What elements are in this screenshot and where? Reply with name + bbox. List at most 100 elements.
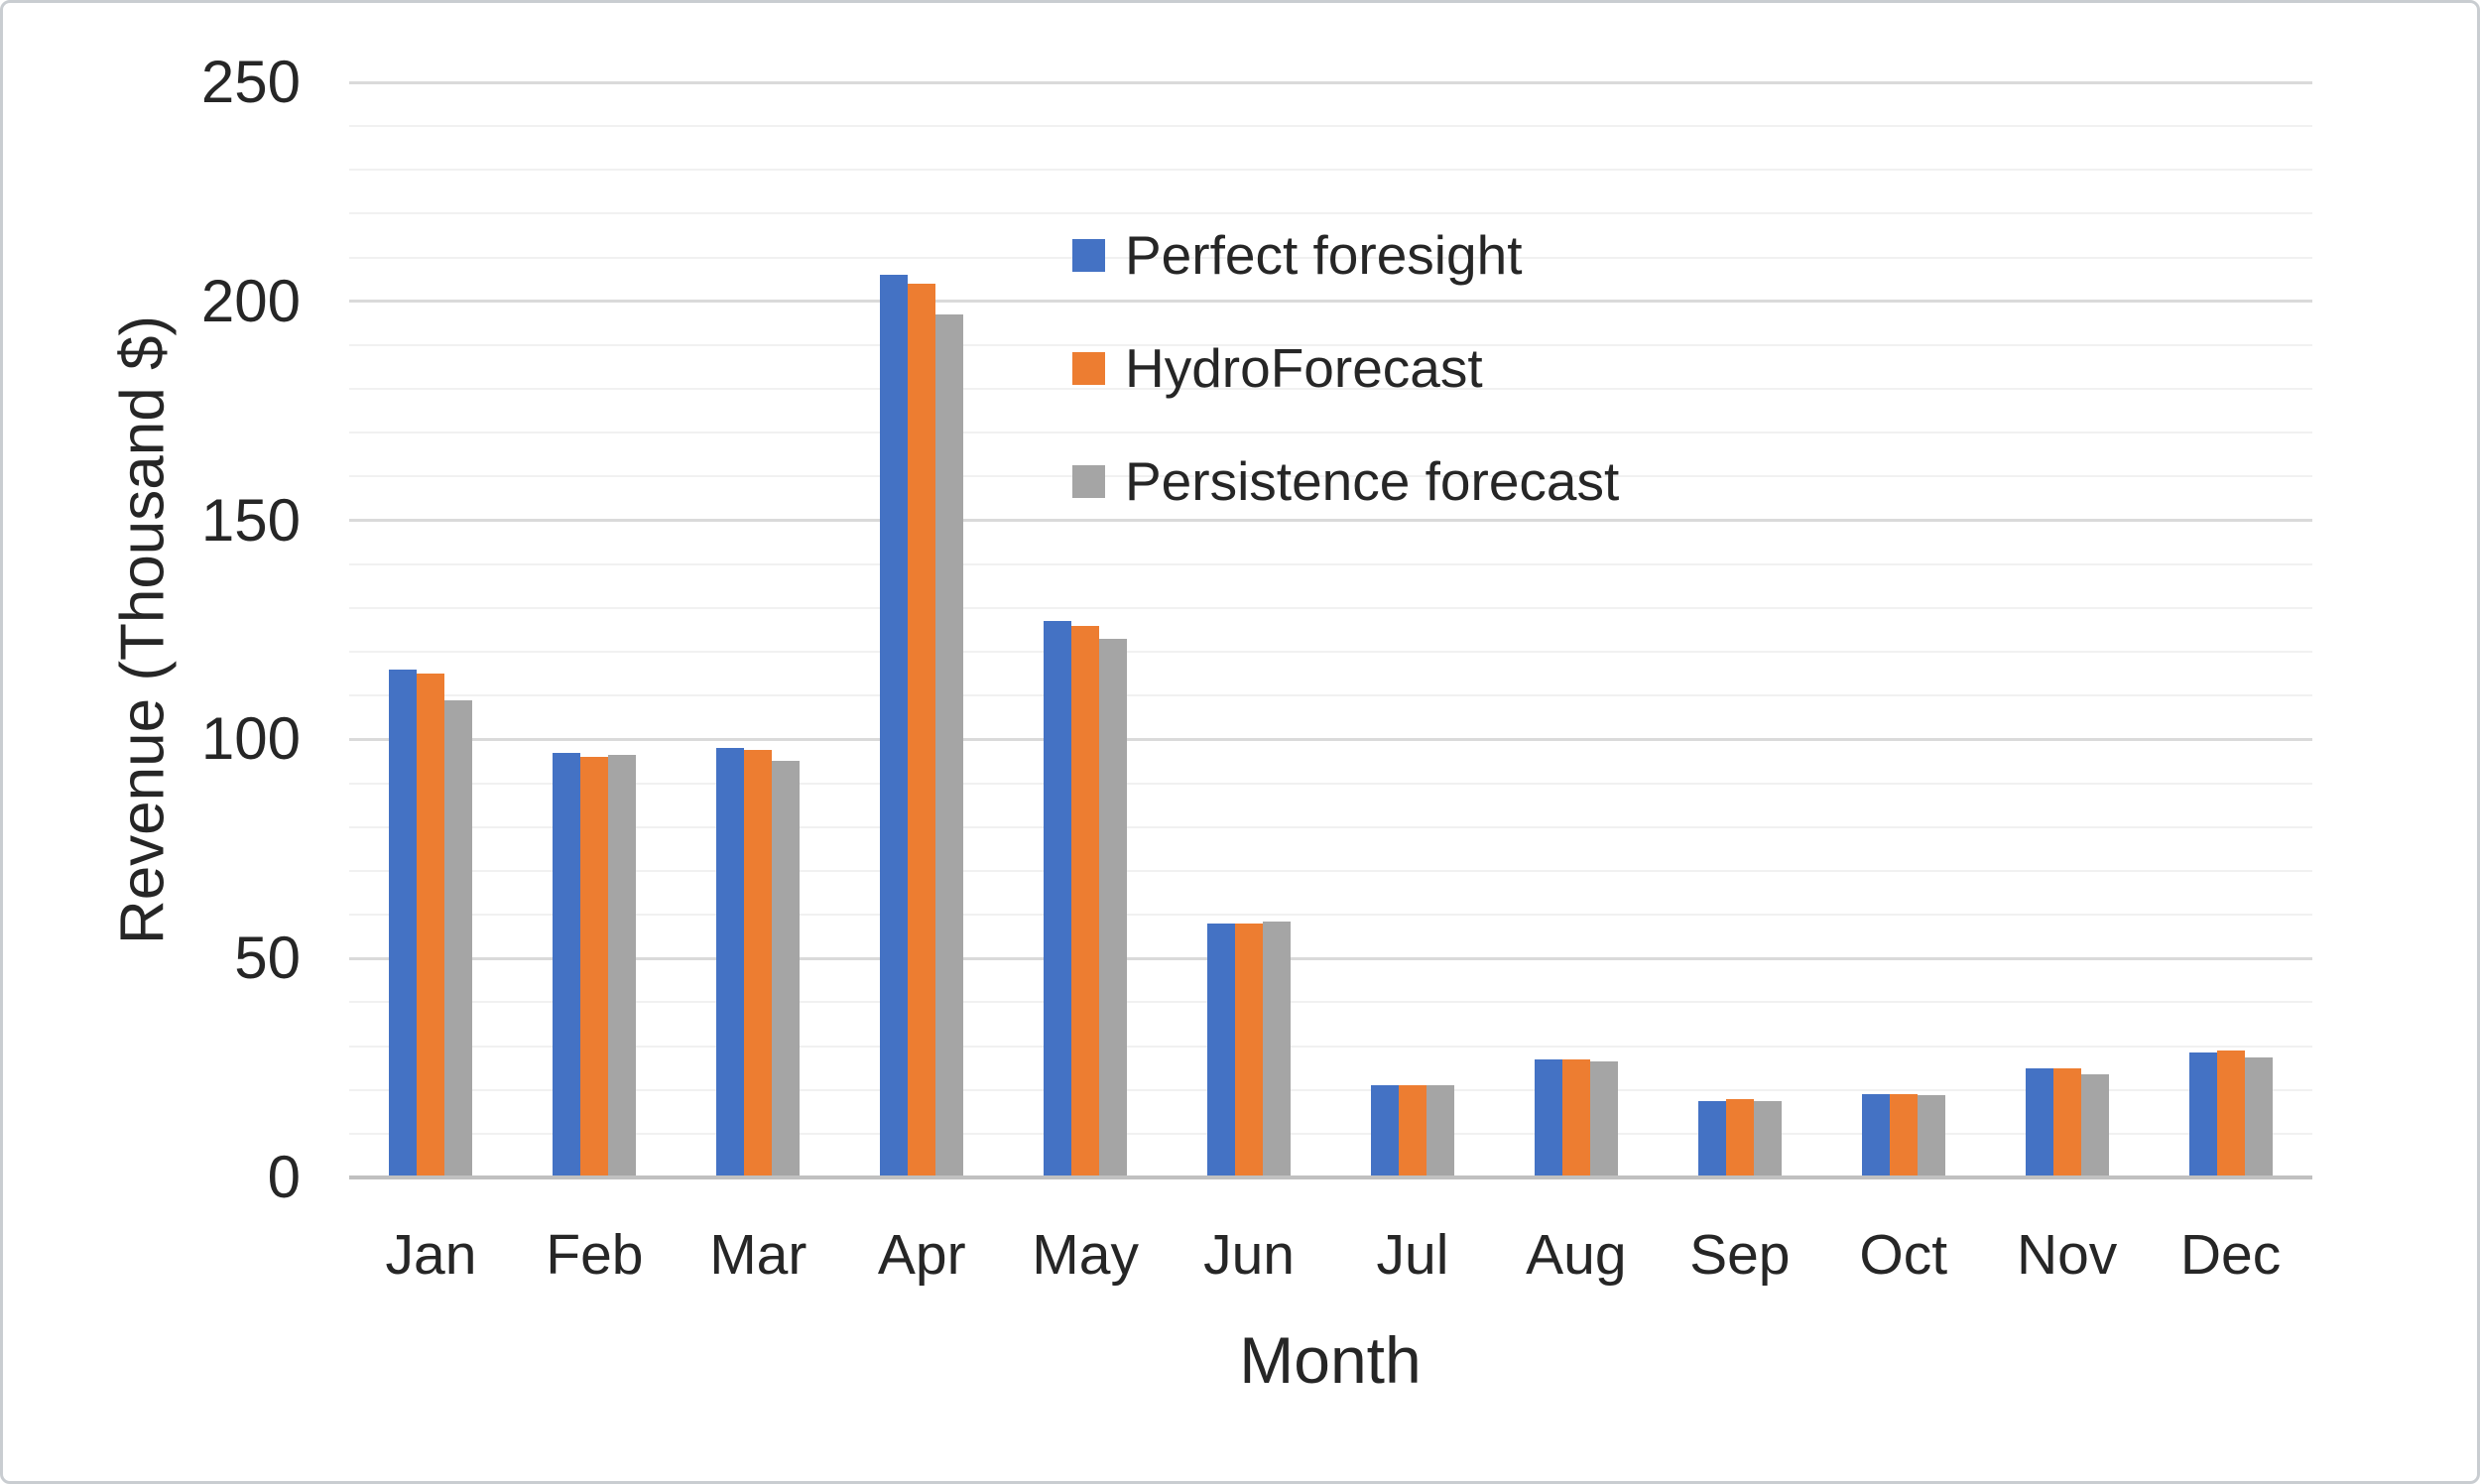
major-gridline-200 bbox=[349, 300, 2312, 304]
minor-gridline-240 bbox=[349, 125, 2312, 128]
minor-gridline-180 bbox=[349, 388, 2312, 391]
x-tick-label-Dec: Dec bbox=[2179, 1223, 2282, 1287]
y-tick-label-50: 50 bbox=[234, 925, 301, 992]
y-tick-label-250: 250 bbox=[200, 49, 301, 115]
minor-gridline-190 bbox=[349, 343, 2312, 346]
bar-perfect-foresight-Mar bbox=[716, 748, 745, 1177]
bar-group-Jul bbox=[1331, 82, 1495, 1177]
bar-persistence-forecast-Feb bbox=[608, 754, 637, 1177]
x-axis-line bbox=[349, 1175, 2312, 1179]
bar-hydroforecast-Apr bbox=[908, 284, 936, 1177]
bar-perfect-foresight-Oct bbox=[1861, 1094, 1890, 1177]
x-tick-label-Oct: Oct bbox=[1859, 1223, 1948, 1287]
minor-gridline-70 bbox=[349, 869, 2312, 872]
bar-persistence-forecast-Mar bbox=[772, 761, 801, 1177]
bar-hydroforecast-Aug bbox=[1561, 1058, 1590, 1177]
bar-persistence-forecast-Jul bbox=[1426, 1085, 1454, 1177]
bar-group-Feb bbox=[513, 82, 677, 1177]
bar-persistence-forecast-May bbox=[1099, 638, 1128, 1177]
bar-hydroforecast-Feb bbox=[580, 757, 609, 1177]
legend-item-hydroforecast: HydroForecast bbox=[1072, 332, 1619, 404]
bar-hydroforecast-Jan bbox=[417, 674, 445, 1177]
legend-swatch-icon bbox=[1072, 238, 1105, 272]
x-tick-label-Apr: Apr bbox=[877, 1223, 966, 1287]
legend-swatch-icon bbox=[1072, 464, 1105, 498]
major-gridline-250 bbox=[349, 80, 2312, 84]
bar-group-May bbox=[1004, 82, 1168, 1177]
major-gridline-50 bbox=[349, 956, 2312, 960]
bar-persistence-forecast-Nov bbox=[2080, 1074, 2109, 1177]
x-tick-label-Jul: Jul bbox=[1376, 1223, 1449, 1287]
bar-group-Nov bbox=[1985, 82, 2149, 1177]
bar-persistence-forecast-Oct bbox=[1917, 1094, 1945, 1177]
bar-perfect-foresight-Jul bbox=[1370, 1085, 1399, 1177]
bar-perfect-foresight-Jun bbox=[1207, 923, 1236, 1177]
bar-persistence-forecast-Jun bbox=[1263, 921, 1292, 1177]
minor-gridline-90 bbox=[349, 782, 2312, 785]
minor-gridline-60 bbox=[349, 914, 2312, 917]
major-gridline-150 bbox=[349, 519, 2312, 523]
minor-gridline-20 bbox=[349, 1088, 2312, 1091]
x-axis-ticks: Jan Feb Mar Apr May Jun Jul Aug Sep Oct Nov Dec bbox=[349, 1227, 2312, 1297]
bar-perfect-foresight-Feb bbox=[553, 752, 581, 1177]
legend-item-persistence-forecast: Persistence forecast bbox=[1072, 445, 1619, 517]
minor-gridline-130 bbox=[349, 606, 2312, 609]
x-tick-label-Mar: Mar bbox=[709, 1223, 807, 1287]
bar-group-Oct bbox=[1821, 82, 1985, 1177]
bar-hydroforecast-Sep bbox=[1725, 1098, 1754, 1177]
major-gridline-100 bbox=[349, 737, 2312, 741]
bar-perfect-foresight-Apr bbox=[880, 275, 909, 1177]
bar-group-Jan bbox=[349, 82, 513, 1177]
x-tick-label-Aug: Aug bbox=[1526, 1223, 1627, 1287]
bar-hydroforecast-May bbox=[1071, 625, 1100, 1177]
x-axis-title: Month bbox=[1239, 1323, 1422, 1397]
minor-gridline-220 bbox=[349, 212, 2312, 215]
plot-area: Perfect foresight HydroForecast Persistenc… bbox=[349, 80, 2312, 1179]
bar-group-Jun bbox=[1168, 82, 1331, 1177]
bar-hydroforecast-Oct bbox=[1889, 1094, 1918, 1177]
bar-group-Dec bbox=[2149, 82, 2312, 1177]
x-tick-label-May: May bbox=[1032, 1223, 1139, 1287]
minor-gridline-40 bbox=[349, 1001, 2312, 1004]
y-tick-label-100: 100 bbox=[200, 705, 301, 773]
minor-gridline-110 bbox=[349, 694, 2312, 697]
bar-persistence-forecast-Apr bbox=[935, 314, 964, 1177]
legend-label: Persistence forecast bbox=[1125, 449, 1620, 512]
x-tick-label-Feb: Feb bbox=[546, 1223, 644, 1287]
bar-perfect-foresight-Dec bbox=[2188, 1052, 2217, 1177]
x-tick-label-Jun: Jun bbox=[1203, 1223, 1295, 1287]
minor-gridline-230 bbox=[349, 169, 2312, 172]
legend-label: HydroForecast bbox=[1125, 336, 1483, 399]
legend-swatch-icon bbox=[1072, 351, 1105, 385]
x-tick-label-Jan: Jan bbox=[385, 1223, 477, 1287]
bar-group-Apr bbox=[840, 82, 1004, 1177]
bar-hydroforecast-Nov bbox=[2052, 1067, 2081, 1177]
bar-persistence-forecast-Jan bbox=[444, 699, 473, 1177]
bar-persistence-forecast-Sep bbox=[1753, 1100, 1782, 1177]
minor-gridline-140 bbox=[349, 562, 2312, 565]
y-tick-label-200: 200 bbox=[200, 267, 301, 334]
bar-perfect-foresight-May bbox=[1044, 621, 1072, 1177]
y-axis-title: Revenue (Thousand $) bbox=[108, 314, 178, 945]
y-tick-label-150: 150 bbox=[200, 486, 301, 554]
bar-persistence-forecast-Dec bbox=[2244, 1056, 2273, 1177]
bar-hydroforecast-Mar bbox=[744, 750, 773, 1177]
minor-gridline-80 bbox=[349, 825, 2312, 828]
minor-gridline-30 bbox=[349, 1045, 2312, 1048]
legend-item-perfect-foresight: Perfect foresight bbox=[1072, 219, 1619, 291]
bar-perfect-foresight-Jan bbox=[389, 669, 418, 1177]
bar-group-Sep bbox=[1658, 82, 1821, 1177]
bar-group-Aug bbox=[1494, 82, 1658, 1177]
minor-gridline-160 bbox=[349, 475, 2312, 478]
y-tick-label-0: 0 bbox=[267, 1144, 301, 1210]
bar-hydroforecast-Dec bbox=[2216, 1050, 2245, 1177]
legend-label: Perfect foresight bbox=[1125, 223, 1523, 286]
bar-hydroforecast-Jul bbox=[1398, 1085, 1426, 1177]
legend: Perfect foresight HydroForecast Persistenc… bbox=[1072, 219, 1619, 558]
x-tick-label-Sep: Sep bbox=[1689, 1223, 1791, 1287]
bar-perfect-foresight-Aug bbox=[1534, 1058, 1562, 1177]
bar-persistence-forecast-Aug bbox=[1589, 1060, 1618, 1177]
bar-perfect-foresight-Nov bbox=[2025, 1067, 2053, 1177]
bar-hydroforecast-Jun bbox=[1235, 923, 1264, 1177]
